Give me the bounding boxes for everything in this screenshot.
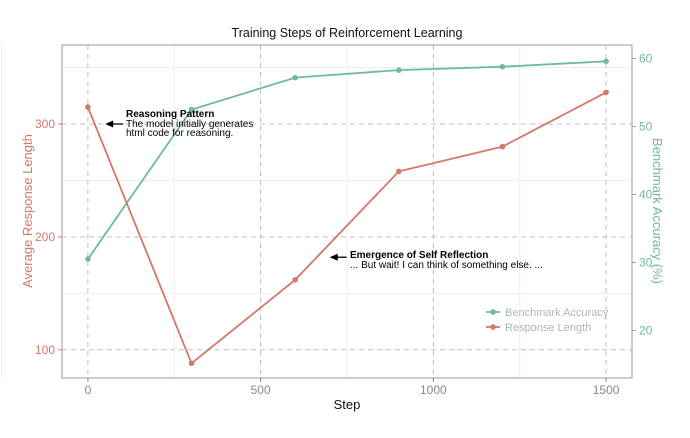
data-point-response: [499, 143, 506, 150]
data-point-accuracy: [85, 256, 91, 262]
grid: [1, 45, 632, 378]
data-point-accuracy: [292, 74, 298, 81]
series: [85, 58, 609, 367]
data-point-accuracy: [396, 67, 402, 73]
y-left-tick-label: 100: [35, 343, 55, 357]
y-right-tick-label: 30: [639, 255, 653, 269]
chart-title: Training Steps of Reinforcement Learning: [232, 26, 463, 40]
annotation-self-reflection-text: ... But wait! I can think of something e…: [350, 260, 543, 271]
y-right-tick-label: 60: [639, 52, 653, 66]
y-right-tick-label: 40: [639, 188, 653, 202]
data-point-accuracy: [188, 106, 195, 113]
annotation-self-reflection-title: Emergence of Self Reflection: [350, 250, 488, 261]
annotation-reasoning-text: The model initially generates: [126, 119, 253, 130]
data-point-accuracy: [499, 63, 506, 70]
legend-label-response: Response Length: [505, 322, 591, 334]
data-point-response: [396, 168, 402, 175]
data-point-response: [292, 276, 298, 283]
legend-marker-response: [490, 324, 496, 330]
annotation-reasoning-text: html code for reasoning.: [126, 128, 233, 139]
series-line-response: [87, 91, 607, 365]
y-left-tick-label: 300: [35, 117, 55, 131]
series-line-accuracy: [87, 60, 607, 260]
legend-label-accuracy: Benchmark Accuracy: [505, 307, 609, 319]
data-point-response: [85, 104, 91, 110]
annotation-arrow-head: [329, 253, 338, 261]
y-left-axis-title: Average Response Length: [20, 134, 35, 288]
y-left-tick-label: 200: [35, 230, 55, 244]
legend: Benchmark Accuracy Response Length: [486, 307, 609, 334]
y-right-tick-label: 50: [639, 120, 653, 134]
x-tick-label: 0: [85, 383, 92, 397]
data-point-response: [603, 89, 609, 96]
y-right-tick-label: 20: [639, 323, 653, 337]
legend-marker-accuracy: [490, 309, 496, 315]
annotation-arrow-head: [105, 120, 114, 128]
data-point-response: [188, 360, 195, 367]
x-tick-label: 1500: [593, 383, 620, 397]
data-point-accuracy: [603, 58, 609, 65]
y-right-axis-title: Benchmark Accuracy (%): [650, 138, 665, 284]
x-axis-title: Step: [334, 397, 361, 412]
plot-area: [61, 44, 633, 379]
x-tick-label: 1000: [420, 383, 447, 397]
x-tick-label: 500: [251, 383, 271, 397]
annotation-reasoning-title: Reasoning Pattern: [126, 109, 214, 120]
ticks: 0 500 1000 1500 100 200 300 20 30 40 50 60: [35, 52, 653, 397]
